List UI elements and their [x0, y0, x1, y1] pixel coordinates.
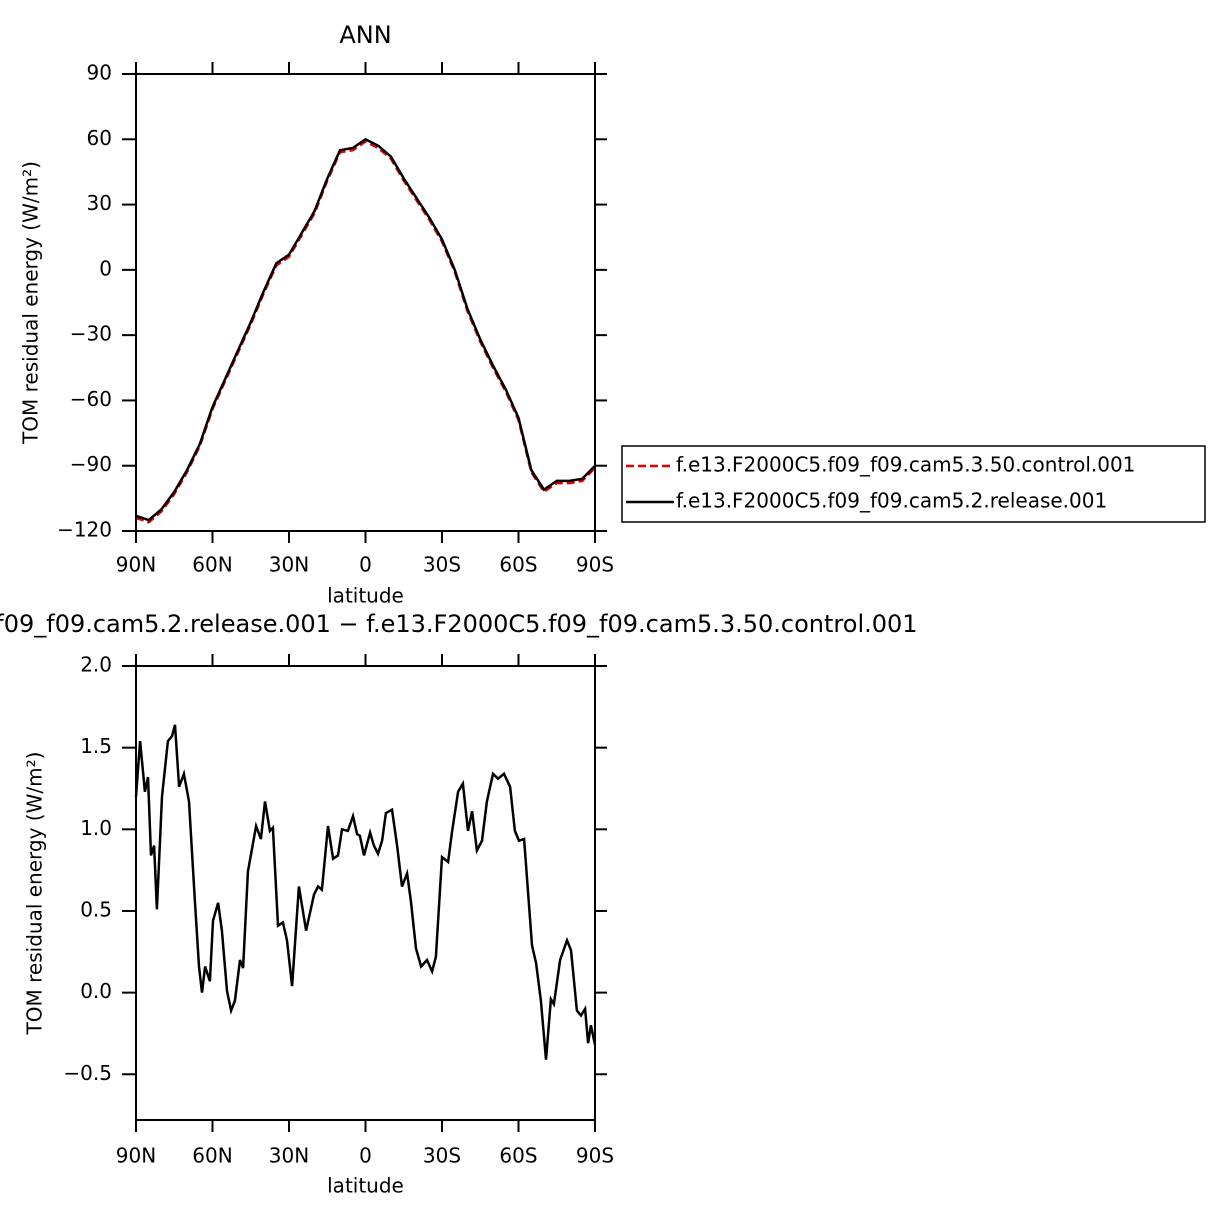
y-tick-label: 0.5	[80, 897, 112, 921]
y-tick-label: −90	[70, 452, 112, 476]
y-tick-label: 60	[87, 126, 112, 150]
x-tick-label: 30N	[269, 553, 309, 577]
chart-title: f.e13.F2000C5.f09_f09.cam5.2.release.001…	[0, 610, 918, 638]
y-tick-label: −60	[70, 387, 112, 411]
x-axis-label: latitude	[327, 584, 404, 608]
x-tick-label: 90S	[576, 553, 614, 577]
x-axis-label: latitude	[327, 1174, 404, 1198]
x-tick-label: 60S	[499, 553, 537, 577]
y-tick-label: 1.0	[80, 816, 112, 840]
plot-frame	[135, 665, 596, 1121]
plot-frame	[135, 73, 596, 532]
x-tick-label: 60N	[192, 1144, 232, 1168]
series-line	[135, 137, 596, 522]
x-tick-label: 60N	[192, 553, 232, 577]
x-tick-label: 30N	[269, 1144, 309, 1168]
y-tick-label: 30	[87, 191, 112, 215]
y-axis-label: TOM residual energy (W/m²)	[19, 161, 43, 445]
y-tick-label: −30	[70, 322, 112, 346]
chart-title: ANN	[339, 21, 391, 49]
x-tick-label: 60S	[499, 1144, 537, 1168]
x-tick-label: 30S	[423, 553, 461, 577]
x-tick-label: 90S	[576, 1144, 614, 1168]
series-line	[134, 724, 597, 1060]
legend-box	[621, 445, 1206, 523]
legend-label: f.e13.F2000C5.f09_f09.cam5.3.50.control.…	[676, 453, 1135, 477]
x-tick-label: 90N	[116, 1144, 156, 1168]
y-tick-label: −0.5	[63, 1061, 112, 1085]
y-tick-label: 0.0	[80, 979, 112, 1003]
y-tick-label: 0	[99, 256, 112, 280]
x-tick-label: 90N	[116, 553, 156, 577]
y-axis-label: TOM residual energy (W/m²)	[23, 752, 47, 1036]
x-tick-label: 0	[359, 553, 372, 577]
y-tick-label: 90	[87, 61, 112, 85]
y-tick-label: 2.0	[80, 653, 112, 677]
legend-label: f.e13.F2000C5.f09_f09.cam5.2.release.001	[676, 489, 1107, 513]
series-line	[135, 140, 596, 524]
y-tick-label: 1.5	[80, 734, 112, 758]
y-tick-label: −120	[57, 518, 112, 542]
x-tick-label: 30S	[423, 1144, 461, 1168]
x-tick-label: 0	[359, 1144, 372, 1168]
